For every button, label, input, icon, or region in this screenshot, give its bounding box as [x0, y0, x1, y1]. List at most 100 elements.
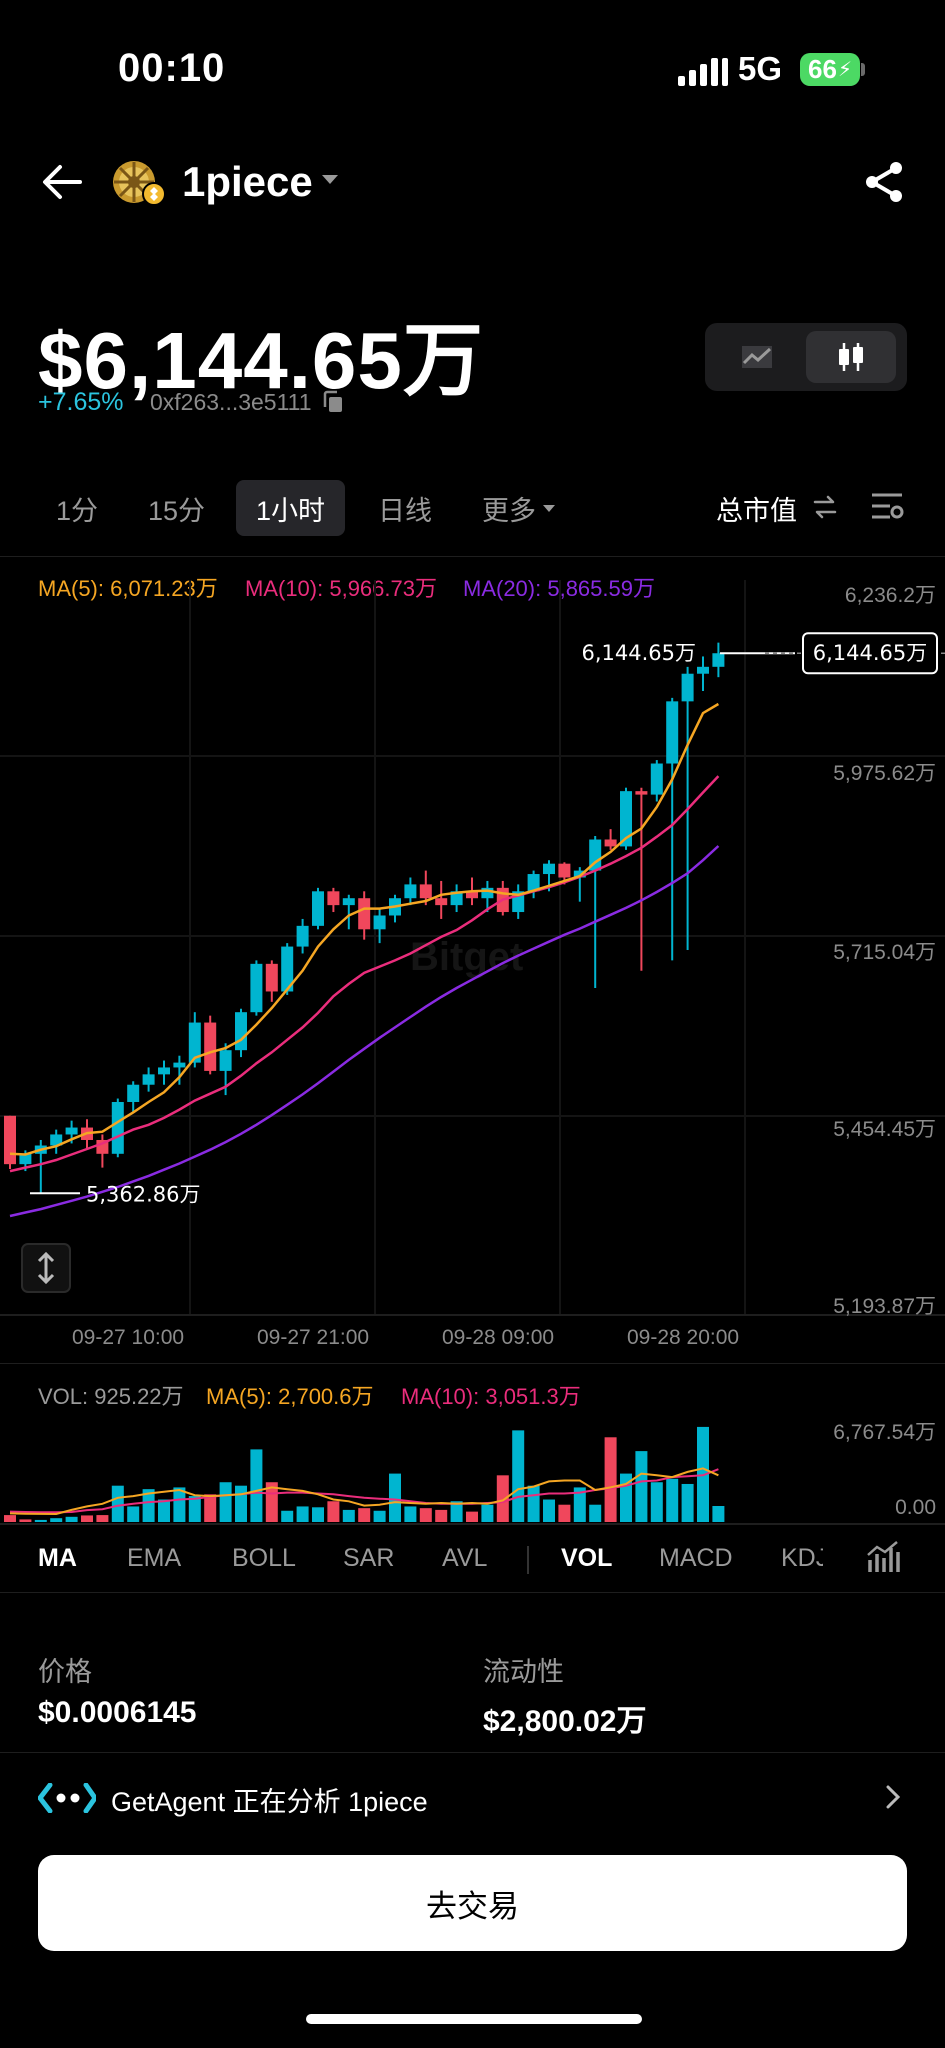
volume-bar	[481, 1504, 494, 1522]
volume-bar	[635, 1451, 648, 1522]
candle-body	[219, 1050, 232, 1071]
candle-body	[527, 874, 540, 892]
token-logo-icon	[113, 161, 166, 206]
indicator-tab-macd[interactable]: MACD	[659, 1544, 733, 1572]
volume-bar	[604, 1437, 617, 1522]
x-axis-label: 09-27 10:00	[72, 1326, 185, 1349]
line-chart-button[interactable]	[717, 331, 797, 383]
token-dropdown-caret-icon[interactable]	[322, 175, 338, 184]
volume-bar	[558, 1504, 571, 1522]
tab-interval-1h[interactable]: 1小时	[236, 480, 346, 536]
indicator-tab-avl[interactable]: AVL	[442, 1544, 488, 1572]
indicator-tab-boll[interactable]: BOLL	[232, 1544, 296, 1572]
candle-body	[281, 946, 294, 992]
tab-interval-15m[interactable]: 15分	[148, 495, 206, 526]
watermark: Bitget	[410, 935, 523, 979]
candle-body	[620, 791, 632, 847]
last-price-tag-box	[802, 632, 938, 675]
volume-bar	[358, 1508, 371, 1522]
volume-bar	[188, 1496, 201, 1522]
candle-body	[697, 666, 709, 674]
volume-bar	[666, 1478, 679, 1522]
candle-body	[204, 1022, 217, 1071]
candle-body	[173, 1062, 186, 1068]
volume-bar	[127, 1506, 140, 1522]
volume-bar	[142, 1489, 155, 1522]
volume-bar	[543, 1499, 555, 1522]
share-icon[interactable]	[862, 160, 906, 204]
y-axis-label: 5,193.87万	[833, 1295, 936, 1318]
indicator-separator	[527, 1546, 529, 1574]
battery-icon: 66 ⚡	[800, 53, 860, 86]
volume-bar	[589, 1504, 602, 1522]
volume-chart[interactable]	[0, 1400, 945, 1525]
volume-bar	[573, 1487, 586, 1522]
volume-bar	[296, 1506, 309, 1522]
indicator-tab-ma[interactable]: MA	[38, 1544, 77, 1572]
volume-bar	[373, 1510, 386, 1522]
candle-body	[373, 915, 386, 930]
candle-body	[296, 925, 309, 947]
tab-interval-1m[interactable]: 1分	[56, 495, 99, 526]
candle-body	[435, 898, 448, 906]
x-axis-label: 09-28 20:00	[627, 1326, 740, 1349]
trade-button[interactable]: 去交易	[38, 1855, 907, 1951]
indicator-tab-vol[interactable]: VOL	[561, 1544, 613, 1572]
volume-bar	[34, 1519, 47, 1522]
candle-body	[650, 763, 663, 795]
candle-body	[111, 1101, 124, 1154]
candle-body	[127, 1084, 140, 1102]
candlestick-chart-button[interactable]	[806, 331, 896, 383]
price-value: $0.0006145	[38, 1696, 197, 1729]
more-caret-icon	[543, 504, 555, 512]
vol-axis-label: 0.00	[895, 1496, 936, 1519]
candle-body	[342, 898, 355, 906]
price-label: 价格	[38, 1657, 92, 1687]
ma10-label: MA(10): 5,966.73万	[245, 576, 437, 601]
token-name[interactable]: 1piece	[182, 158, 313, 205]
copy-icon[interactable]	[322, 390, 344, 414]
tab-interval-more[interactable]: 更多	[482, 480, 555, 536]
metric-selector[interactable]: 总市值	[716, 496, 797, 526]
vol-ma10-label: MA(10): 3,051.3万	[401, 1384, 581, 1409]
indicator-settings-icon[interactable]	[866, 1540, 900, 1574]
chevron-right-icon[interactable]	[884, 1784, 902, 1810]
volume-bar	[281, 1510, 294, 1522]
y-axis-label: 5,454.45万	[833, 1118, 936, 1141]
volume-bar	[650, 1482, 663, 1522]
y-axis-label: 5,715.04万	[833, 941, 936, 964]
back-arrow-icon[interactable]	[40, 160, 84, 204]
network-label: 5G	[738, 50, 783, 87]
battery-level: 66	[808, 54, 837, 84]
volume-bar	[204, 1494, 217, 1522]
candle-body	[188, 1022, 201, 1063]
volume-bar	[712, 1506, 725, 1522]
ma20-line	[9, 845, 720, 1218]
home-indicator	[306, 2014, 642, 2024]
chart-settings-icon[interactable]	[870, 490, 904, 524]
divider	[0, 1592, 945, 1593]
candle-body	[543, 863, 555, 875]
indicator-tab-kdj[interactable]: KDJ	[781, 1544, 823, 1572]
candle-body	[558, 863, 571, 878]
getagent-text[interactable]: GetAgent 正在分析 1piece	[111, 1787, 428, 1817]
candle-body	[404, 884, 417, 899]
volume-bar	[466, 1511, 478, 1522]
indicator-tab-ema[interactable]: EMA	[127, 1544, 182, 1572]
indicator-tab-sar[interactable]: SAR	[343, 1544, 395, 1572]
volume-bar	[250, 1449, 263, 1522]
candle-body	[312, 891, 324, 926]
candle-body	[466, 891, 478, 899]
y-axis-label: 5,975.62万	[833, 762, 936, 785]
swap-icon[interactable]	[812, 494, 838, 520]
volume-bar	[50, 1518, 63, 1522]
liquidity-value: $2,800.02万	[483, 1705, 647, 1738]
volume-bar	[389, 1473, 401, 1522]
candlestick-chart[interactable]: Bitget 6,144.65万 6,144.65万 5,362.86万	[0, 580, 945, 1320]
divider	[0, 1363, 945, 1364]
tab-interval-1d[interactable]: 日线	[378, 495, 432, 526]
volume-bar	[111, 1485, 124, 1522]
candle-body	[65, 1127, 78, 1135]
last-price-label: 6,144.65万	[581, 641, 696, 665]
candle-body	[450, 891, 463, 906]
